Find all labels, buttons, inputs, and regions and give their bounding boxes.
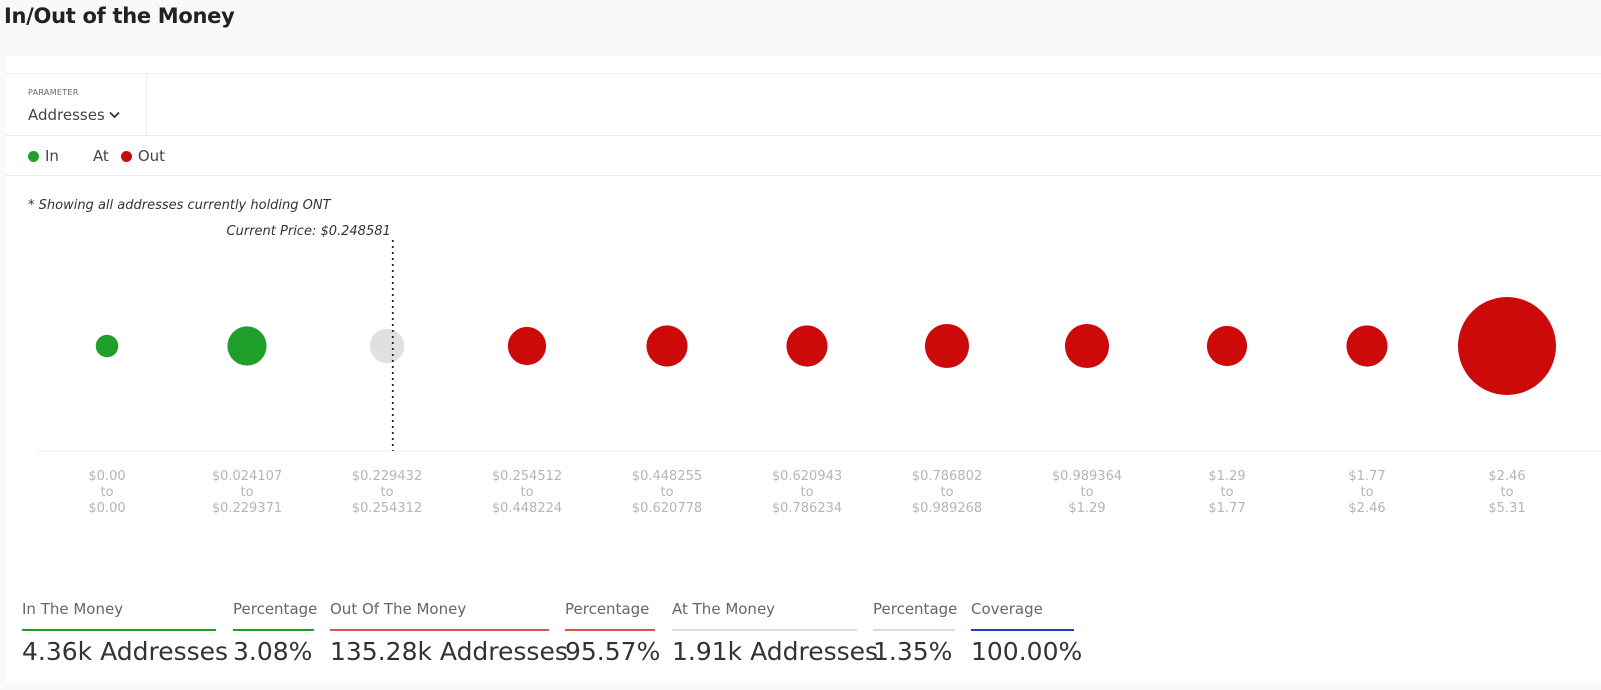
tick-label: $0.254312	[352, 501, 422, 516]
tick-label: to	[380, 485, 393, 500]
tick-label: to	[940, 485, 953, 500]
bubble-out[interactable]	[1064, 323, 1110, 369]
bubble-at[interactable]	[369, 328, 405, 364]
divider	[6, 175, 1601, 176]
tick-label: $0.448255	[632, 469, 702, 484]
stat-value: 3.08%	[233, 637, 313, 666]
stat-label: In The Money	[22, 600, 124, 618]
stat-underline	[565, 629, 655, 631]
stat-value: 100.00%	[971, 637, 1083, 666]
tick-label: $0.254512	[492, 469, 562, 484]
tick-label: $5.31	[1488, 501, 1525, 516]
stat-coverage: Coverage 100.00%	[971, 600, 1082, 666]
parameter-dropdown[interactable]: Addresses	[28, 106, 120, 124]
bubble-out[interactable]	[1346, 325, 1388, 367]
tick-label: $0.620778	[632, 501, 702, 516]
bubble-out[interactable]	[786, 325, 828, 367]
tick-label: $0.229432	[352, 469, 422, 484]
bubble-out[interactable]	[507, 326, 547, 366]
stat-underline	[233, 629, 314, 631]
tick-label: $0.989364	[1052, 469, 1122, 484]
stat-label: At The Money	[672, 600, 776, 618]
current-price-label: Current Price: $0.248581	[227, 224, 391, 239]
stat-percentage: Percentage 3.08%	[233, 600, 318, 666]
stat-label: Percentage	[233, 600, 318, 618]
panel-top-strip	[6, 56, 1601, 74]
stat-underline	[330, 629, 549, 631]
stat-underline	[22, 629, 216, 631]
tick-label: $0.024107	[212, 469, 282, 484]
tick-label: $0.786234	[772, 501, 842, 516]
legend-item-at[interactable]: At	[93, 147, 109, 165]
tick-label: to	[520, 485, 533, 500]
tick-label: $0.229371	[212, 501, 282, 516]
stat-value: 95.57%	[565, 637, 661, 666]
stat-value: 4.36k Addresses	[22, 637, 229, 666]
legend-item-out[interactable]: Out	[120, 147, 166, 165]
stat-at-the-money: At The Money 1.91k Addresses	[672, 600, 878, 666]
stat-label: Coverage	[971, 600, 1043, 618]
chart-panel: PARAMETER Addresses In At Out * Showing …	[6, 56, 1601, 683]
tick-label: to	[800, 485, 813, 500]
holding-note: * Showing all addresses currently holdin…	[28, 198, 331, 213]
tick-label: to	[1360, 485, 1373, 500]
bubble-out[interactable]	[646, 325, 688, 367]
stat-percentage: Percentage 95.57%	[565, 600, 660, 666]
stat-underline	[971, 629, 1074, 631]
tick-label: $0.00	[88, 501, 125, 516]
stat-in-the-money: In The Money 4.36k Addresses	[22, 600, 228, 666]
tick-label: $0.620943	[772, 469, 842, 484]
legend-label-out: Out	[137, 147, 166, 165]
tick-label: to	[1500, 485, 1513, 500]
tick-label: to	[100, 485, 113, 500]
tick-label: to	[660, 485, 673, 500]
legend-label-at: At	[92, 147, 109, 165]
stat-value: 135.28k Addresses	[330, 637, 568, 666]
page-title: In/Out of the Money	[4, 4, 235, 28]
tick-label: $1.77	[1208, 501, 1245, 516]
parameter-box: PARAMETER Addresses	[6, 74, 147, 136]
tick-label: $1.29	[1068, 501, 1105, 516]
tick-label: $2.46	[1488, 469, 1525, 484]
tick-label: $0.00	[88, 469, 125, 484]
tick-label: $1.77	[1348, 469, 1385, 484]
tick-label: $1.29	[1208, 469, 1245, 484]
chevron-down-icon	[109, 111, 120, 119]
parameter-value: Addresses	[28, 106, 105, 124]
legend-dot-out	[120, 150, 132, 162]
legend: In At Out	[28, 146, 183, 166]
stat-value: 1.91k Addresses	[672, 637, 879, 666]
legend-label-in: In	[45, 147, 59, 165]
parameter-label: PARAMETER	[28, 88, 79, 97]
tick-label: $0.448224	[492, 501, 562, 516]
stat-label: Percentage	[873, 600, 958, 618]
bubble-out[interactable]	[1206, 325, 1248, 367]
bubble-in[interactable]	[227, 326, 267, 366]
tick-label: to	[240, 485, 253, 500]
tick-label: to	[1220, 485, 1233, 500]
stat-label: Percentage	[565, 600, 650, 618]
divider	[6, 135, 1601, 136]
stat-percentage: Percentage 1.35%	[873, 600, 958, 666]
legend-dot-in	[28, 150, 39, 162]
stat-value: 1.35%	[873, 637, 953, 666]
legend-item-in[interactable]: In	[28, 147, 59, 165]
tick-label: $2.46	[1348, 501, 1385, 516]
bubble-out[interactable]	[1458, 297, 1556, 395]
bubble-out[interactable]	[924, 323, 970, 369]
tick-label: $0.786802	[912, 469, 982, 484]
tick-label: to	[1080, 485, 1093, 500]
bubble-chart: $0.00to$0.00$0.024107to$0.229371$0.22943…	[37, 224, 1601, 516]
bubble-in[interactable]	[95, 334, 119, 358]
stat-underline	[873, 629, 955, 631]
stat-out-of-the-money: Out Of The Money 135.28k Addresses	[330, 600, 568, 666]
stat-label: Out Of The Money	[330, 600, 467, 618]
stat-underline	[672, 629, 857, 631]
tick-label: $0.989268	[912, 501, 982, 516]
